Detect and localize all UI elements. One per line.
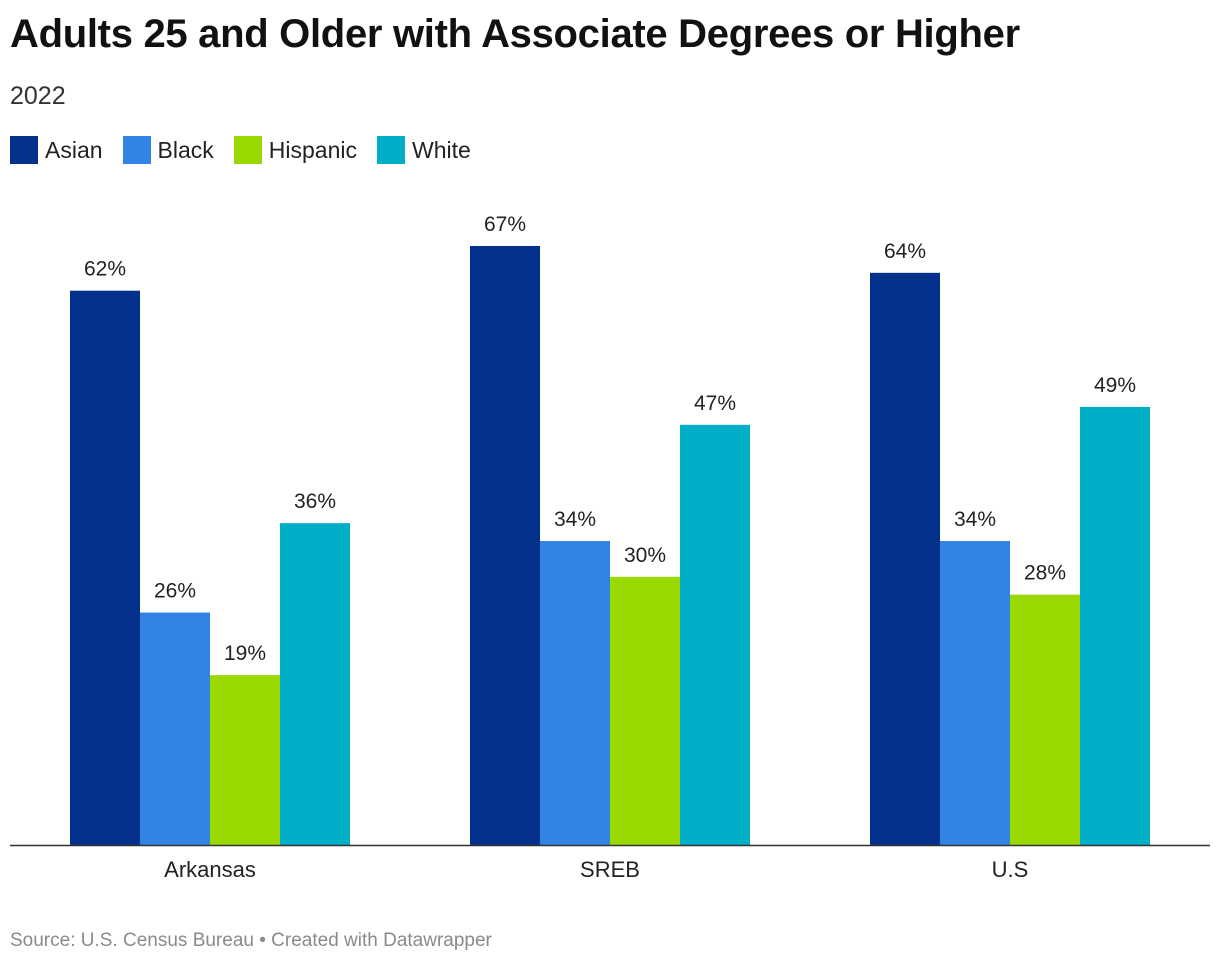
legend-label-hispanic: Hispanic: [268, 136, 358, 163]
data-label-sreb-asian: 67%: [484, 213, 526, 236]
data-label-sreb-white: 47%: [694, 392, 736, 415]
data-label-arkansas-hispanic: 19%: [224, 642, 266, 665]
data-label-arkansas-white: 36%: [294, 490, 336, 513]
data-label-sreb-black: 34%: [554, 508, 596, 531]
bar-u-s-white: [1080, 406, 1150, 845]
bar-arkansas-asian: [70, 290, 140, 845]
data-label-arkansas-black: 26%: [154, 580, 196, 603]
bar-sreb-white: [680, 424, 750, 845]
source-footer: Source: U.S. Census Bureau • Created wit…: [10, 930, 492, 951]
legend-swatch-black: [122, 136, 151, 164]
legend-swatch-asian: [10, 136, 38, 164]
legend-item-hispanic: Hispanic: [233, 136, 358, 164]
legend-item-white: White: [377, 136, 471, 164]
legend-label-black: Black: [157, 136, 214, 163]
bar-u-s-asian: [870, 272, 940, 845]
x-tick-label-u-s: U.S: [992, 857, 1029, 882]
legend: Asian Black Hispanic White: [10, 136, 491, 164]
data-label-arkansas-asian: 62%: [84, 258, 126, 281]
data-label-u-s-black: 34%: [954, 508, 996, 531]
legend-swatch-white: [377, 136, 406, 164]
bar-arkansas-black: [140, 612, 210, 845]
chart-title: Adults 25 and Older with Associate Degre…: [10, 12, 1020, 56]
data-label-u-s-asian: 64%: [884, 240, 926, 263]
bar-sreb-hispanic: [610, 576, 680, 845]
x-tick-label-sreb: SREB: [580, 857, 640, 882]
bar-arkansas-hispanic: [210, 675, 280, 845]
bar-u-s-black: [940, 541, 1010, 845]
bar-arkansas-white: [280, 523, 350, 845]
data-label-u-s-white: 49%: [1094, 374, 1136, 397]
legend-label-asian: Asian: [45, 136, 103, 163]
legend-label-white: White: [412, 136, 471, 163]
x-tick-label-arkansas: Arkansas: [164, 857, 256, 882]
data-label-u-s-hispanic: 28%: [1024, 562, 1066, 585]
bar-sreb-black: [540, 541, 610, 845]
legend-item-black: Black: [122, 136, 214, 164]
chart-subtitle: 2022: [10, 82, 66, 110]
legend-swatch-hispanic: [233, 136, 262, 164]
legend-item-asian: Asian: [10, 136, 103, 164]
bar-u-s-hispanic: [1010, 594, 1080, 845]
bar-sreb-asian: [470, 246, 540, 845]
data-label-sreb-hispanic: 30%: [624, 544, 666, 567]
